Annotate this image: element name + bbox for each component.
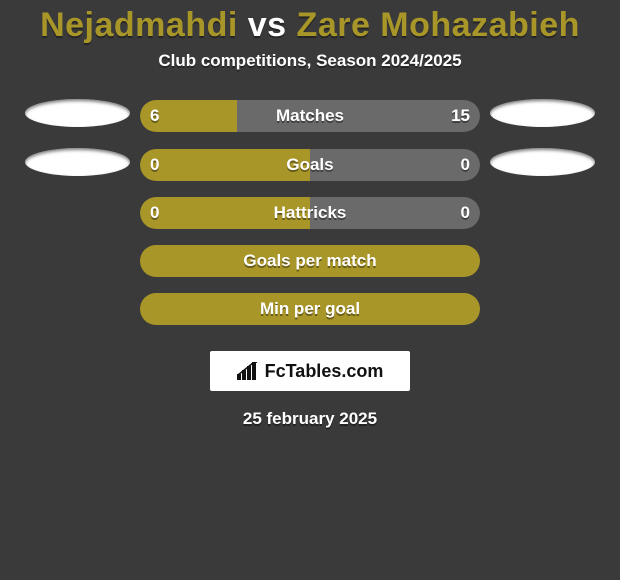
stat-bar: 615Matches	[140, 100, 480, 132]
chart-icon	[237, 362, 259, 380]
stat-label: Hattricks	[140, 197, 480, 229]
source-badge-text: FcTables.com	[265, 361, 384, 382]
left-cell	[15, 99, 140, 132]
date-label: 25 february 2025	[0, 409, 620, 429]
fullbar-rows: Goals per match Min per goal	[0, 245, 620, 325]
stat-bar: 00Goals	[140, 149, 480, 181]
stat-row: 00Hattricks	[0, 197, 620, 229]
left-ellipse	[25, 99, 130, 127]
fullbar-label: Goals per match	[140, 245, 480, 277]
stat-rows: 615Matches 00Goals 00Hattricks	[0, 99, 620, 229]
player-right-name: Zare Mohazabieh	[297, 6, 580, 44]
player-left-name: Nejadmahdi	[40, 6, 238, 44]
stats-card: Nejadmahdi vs Zare Mohazabieh Club compe…	[0, 0, 620, 580]
right-cell	[480, 99, 605, 132]
fullbar-row: Goals per match	[0, 245, 620, 277]
right-cell	[480, 148, 605, 181]
left-cell	[15, 148, 140, 181]
right-ellipse	[490, 99, 595, 127]
subtitle: Club competitions, Season 2024/2025	[0, 51, 620, 71]
fullbar: Min per goal	[140, 293, 480, 325]
stat-bar: 00Hattricks	[140, 197, 480, 229]
stat-label: Matches	[140, 100, 480, 132]
stat-label: Goals	[140, 149, 480, 181]
left-ellipse	[25, 148, 130, 176]
fullbar: Goals per match	[140, 245, 480, 277]
vs-label: vs	[248, 6, 287, 44]
stat-row: 615Matches	[0, 99, 620, 132]
page-title: Nejadmahdi vs Zare Mohazabieh	[0, 6, 620, 45]
right-ellipse	[490, 148, 595, 176]
stat-row: 00Goals	[0, 148, 620, 181]
fullbar-row: Min per goal	[0, 293, 620, 325]
fullbar-label: Min per goal	[140, 293, 480, 325]
source-badge[interactable]: FcTables.com	[210, 351, 410, 391]
